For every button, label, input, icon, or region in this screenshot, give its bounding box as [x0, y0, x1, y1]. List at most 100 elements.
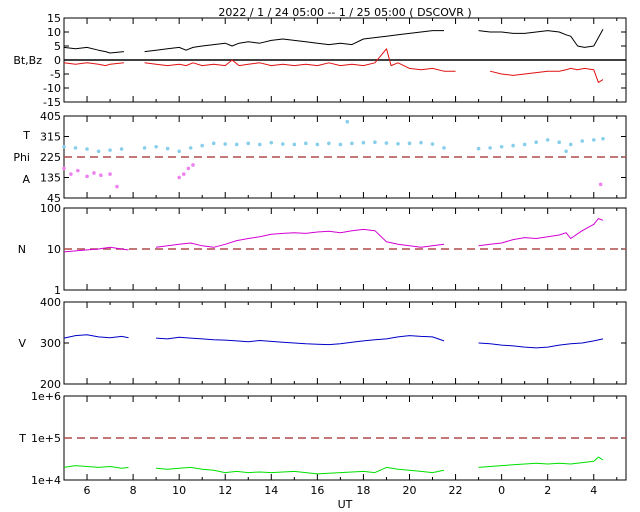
data-point-phi — [177, 149, 181, 154]
data-point-phi — [281, 142, 285, 146]
panel-2: 405 315 225 135 45 T Phi A — [13, 110, 627, 205]
x-tick-label: 12 — [218, 484, 232, 497]
x-tick-label: 10 — [172, 484, 186, 497]
y-tick-label: 200 — [40, 378, 61, 391]
x-tick-label: 22 — [449, 484, 463, 497]
data-point-phi — [223, 142, 228, 146]
data-point-phi — [557, 140, 562, 144]
y-tick-label: 10 — [47, 243, 61, 256]
x-tick-label: 16 — [310, 484, 324, 497]
series-line-bz — [63, 48, 604, 83]
panel-3: 100 10 1 N — [18, 202, 627, 297]
y-axis-label: A — [22, 173, 30, 186]
data-point-a — [92, 171, 96, 175]
data-point-phi — [345, 119, 350, 124]
data-point-a — [181, 172, 186, 176]
x-tick-label: 8 — [130, 484, 137, 497]
data-point-phi — [534, 140, 538, 144]
data-point-phi — [246, 141, 251, 146]
data-point-phi — [108, 148, 112, 152]
data-point-a — [76, 168, 80, 173]
data-point-phi — [165, 146, 170, 151]
data-point-phi — [292, 142, 297, 147]
data-point-phi — [384, 141, 389, 145]
data-point-phi — [338, 142, 343, 147]
y-tick-label: 15 — [47, 12, 61, 25]
y-tick-label: 1e+6 — [31, 390, 61, 403]
data-point-phi — [499, 144, 504, 149]
y-tick-label: 1e+5 — [31, 432, 61, 445]
data-point-phi — [601, 136, 605, 141]
data-point-a — [598, 182, 603, 187]
data-point-phi — [350, 141, 354, 146]
data-point-phi — [142, 146, 147, 150]
data-point-a — [85, 174, 89, 179]
data-point-phi — [430, 142, 435, 146]
series-line-bt — [63, 28, 604, 54]
data-point-phi — [373, 140, 377, 144]
data-point-phi — [361, 140, 366, 145]
panel-4: 400 300 200 V — [18, 296, 627, 391]
x-tick-label: 2 — [544, 484, 551, 497]
data-point-a — [115, 184, 119, 189]
y-tick-label: -10 — [43, 82, 61, 95]
data-point-phi — [234, 142, 239, 147]
data-point-phi — [188, 146, 193, 150]
data-point-phi — [154, 144, 158, 149]
data-point-phi — [545, 138, 550, 142]
y-tick-label: 400 — [40, 296, 61, 309]
data-point-phi — [568, 142, 573, 147]
data-point-phi — [315, 142, 320, 147]
y-tick-label: -5 — [50, 68, 61, 81]
data-point-a — [69, 172, 73, 176]
data-point-phi — [96, 149, 101, 154]
data-point-a — [186, 166, 191, 171]
data-point-phi — [511, 143, 515, 148]
panel-5: 1e+6 1e+5 1e+4 T — [18, 390, 627, 487]
y-axis-label: T — [18, 432, 26, 445]
data-point-phi — [211, 141, 216, 146]
y-tick-label: 315 — [40, 131, 61, 144]
y-tick-label: 5 — [54, 40, 61, 53]
y-tick-label: -15 — [43, 96, 61, 109]
x-tick-label: 20 — [402, 484, 416, 497]
x-axis-label: UT — [338, 498, 353, 511]
data-point-phi — [522, 142, 527, 147]
data-point-phi — [407, 141, 412, 146]
y-axis-label: Phi — [13, 151, 30, 164]
data-point-phi — [119, 147, 124, 151]
data-point-phi — [304, 141, 308, 146]
x-tick-label: 0 — [498, 484, 505, 497]
chart-title: 2022 / 1 / 24 05:00 -- 1 / 25 05:00 ( DS… — [218, 6, 471, 19]
data-point-a — [99, 173, 103, 178]
data-point-phi — [327, 141, 331, 146]
data-point-phi — [396, 141, 400, 146]
data-point-phi — [564, 149, 568, 154]
y-tick-label: 10 — [47, 26, 61, 39]
data-point-phi — [269, 140, 274, 145]
y-tick-label: 1 — [54, 284, 61, 297]
data-point-a — [191, 163, 195, 167]
x-tick-label: 4 — [590, 484, 597, 497]
x-tick-label: 6 — [84, 484, 91, 497]
y-tick-label: 0 — [54, 54, 61, 67]
panels-group: 151050-5-10-15Bt,Bz40531522513545TPhiA10… — [13, 12, 627, 497]
y-axis-label: V — [18, 337, 26, 350]
y-axis-label: T — [22, 129, 30, 142]
data-point-phi — [257, 142, 262, 147]
data-point-phi — [85, 147, 89, 151]
y-axis-label: Bt,Bz — [13, 54, 42, 67]
x-tick-label: 14 — [264, 484, 278, 497]
data-point-phi — [591, 138, 596, 142]
data-point-phi — [73, 146, 78, 150]
data-point-phi — [62, 144, 66, 149]
y-tick-label: 45 — [47, 192, 61, 205]
x-tick-label: 18 — [356, 484, 370, 497]
data-point-a — [62, 166, 66, 171]
data-point-phi — [580, 139, 585, 143]
data-point-a — [177, 175, 181, 180]
data-point-phi — [419, 140, 423, 145]
series-line-v — [63, 334, 604, 349]
